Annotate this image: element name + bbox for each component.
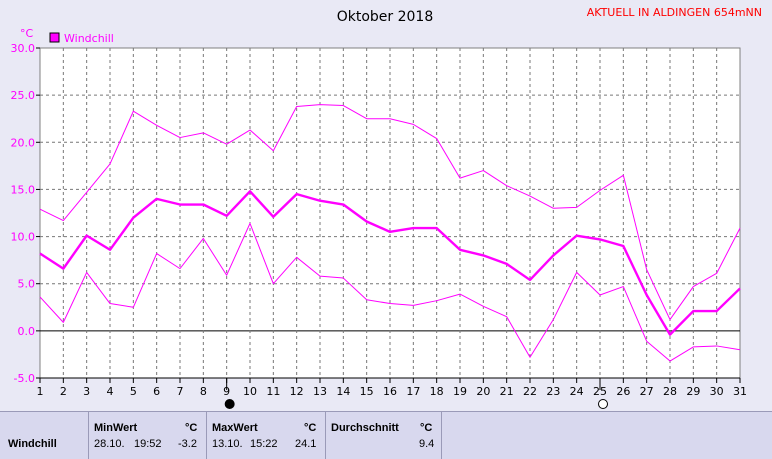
series-line-mean	[39, 190, 741, 336]
x-tick-label: 11	[266, 385, 280, 398]
y-tick-label: 25.0	[11, 89, 36, 102]
max-time: 15:22	[250, 438, 278, 450]
x-axis: 1 2 3 4 5 6 7 8 9 10 11 12 13 14 15 16 17 18 19 20 21 22 23 24 2…	[37, 377, 747, 398]
legend-swatch	[49, 32, 60, 43]
x-tick-label: 2	[60, 385, 67, 398]
min-value: -3.2	[178, 438, 197, 450]
moon-phase-markers	[224, 378, 608, 409]
y-axis: 30.0 25.0 20.0 15.0 10.0 5.0 0.0 -5.0	[11, 42, 40, 385]
x-tick-label: 22	[523, 385, 537, 398]
series-line-max	[39, 104, 741, 321]
x-tick-label: 29	[686, 385, 700, 398]
full-moon-icon	[598, 399, 608, 409]
new-moon-icon	[224, 399, 235, 409]
avg-header: Durchschnitt	[331, 422, 399, 434]
x-tick-label: 13	[313, 385, 327, 398]
series-group	[39, 104, 741, 362]
max-value: 24.1	[295, 438, 317, 450]
stats-divider	[88, 412, 89, 459]
max-unit: °C	[304, 422, 317, 434]
x-tick-label: 14	[336, 385, 350, 398]
y-unit-label: °C	[20, 27, 34, 40]
min-date: 28.10.	[94, 438, 125, 450]
max-header: MaxWert	[212, 422, 258, 434]
avg-unit: °C	[420, 422, 433, 434]
x-tick-label: 25	[593, 385, 607, 398]
windchill-chart: Oktober 2018 AKTUELL IN ALDINGEN 654mNN …	[11, 6, 762, 409]
statistics-panel: Windchill MinWert °C 28.10. 19:52 -3.2 M…	[0, 411, 772, 459]
grid	[40, 48, 740, 378]
y-tick-label: -5.0	[14, 372, 35, 385]
x-tick-label: 10	[243, 385, 257, 398]
chart-title: Oktober 2018	[337, 9, 434, 25]
x-tick-label: 23	[546, 385, 560, 398]
x-tick-label: 4	[107, 385, 114, 398]
stats-divider	[441, 412, 442, 459]
x-tick-label: 31	[733, 385, 747, 398]
stats-divider	[325, 412, 326, 459]
min-unit: °C	[185, 422, 198, 434]
x-tick-label: 1	[37, 385, 44, 398]
x-tick-label: 12	[290, 385, 304, 398]
x-tick-label: 17	[406, 385, 420, 398]
x-tick-label: 7	[177, 385, 184, 398]
series-line-min	[39, 222, 741, 362]
x-tick-label: 6	[153, 385, 160, 398]
legend: Windchill	[49, 32, 114, 45]
y-tick-label: 30.0	[11, 42, 36, 55]
y-tick-label: 10.0	[11, 231, 36, 244]
x-tick-label: 21	[500, 385, 514, 398]
x-tick-label: 15	[360, 385, 374, 398]
x-tick-label: 28	[663, 385, 677, 398]
avg-value: 9.4	[419, 438, 435, 450]
min-time: 19:52	[134, 438, 162, 450]
x-tick-label: 30	[710, 385, 724, 398]
x-tick-label: 19	[453, 385, 467, 398]
x-tick-label: 9	[223, 385, 230, 398]
x-tick-label: 26	[616, 385, 630, 398]
x-tick-label: 5	[130, 385, 137, 398]
x-tick-label: 16	[383, 385, 397, 398]
x-tick-label: 3	[83, 385, 90, 398]
y-tick-label: 5.0	[18, 278, 36, 291]
x-tick-label: 24	[570, 385, 584, 398]
legend-label: Windchill	[64, 32, 114, 45]
x-tick-label: 8	[200, 385, 207, 398]
x-tick-label: 27	[640, 385, 654, 398]
stats-divider	[206, 412, 207, 459]
y-tick-label: 0.0	[18, 325, 36, 338]
stats-row-label: Windchill	[8, 438, 57, 450]
min-header: MinWert	[94, 422, 138, 434]
x-tick-label: 20	[476, 385, 490, 398]
station-label: AKTUELL IN ALDINGEN 654mNN	[587, 6, 762, 19]
max-date: 13.10.	[212, 438, 243, 450]
y-tick-label: 20.0	[11, 136, 36, 149]
y-tick-label: 15.0	[11, 183, 36, 196]
x-tick-label: 18	[430, 385, 444, 398]
